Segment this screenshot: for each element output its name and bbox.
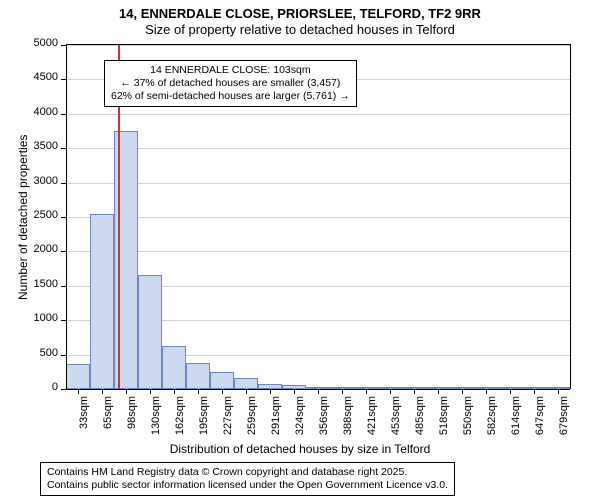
y-tick-label: 2000	[0, 243, 58, 255]
histogram-bar	[162, 346, 186, 389]
x-axis-line	[66, 389, 570, 390]
x-tick-label: 453sqm	[390, 396, 402, 446]
footer-line2: Contains public sector information licen…	[47, 479, 448, 492]
y-axis-line	[66, 45, 67, 389]
y-tick-label: 5000	[0, 37, 58, 49]
annotation-line2: ← 37% of detached houses are smaller (3,…	[111, 77, 350, 90]
histogram-bar	[66, 364, 90, 389]
x-tick-label: 324sqm	[294, 396, 306, 446]
y-tick-label: 1500	[0, 278, 58, 290]
x-tick-label: 195sqm	[198, 396, 210, 446]
x-tick-label: 679sqm	[558, 396, 570, 446]
x-tick-label: 98sqm	[126, 396, 138, 446]
x-tick-label: 388sqm	[342, 396, 354, 446]
x-tick-label: 259sqm	[246, 396, 258, 446]
gridline	[66, 148, 570, 149]
x-tick-label: 356sqm	[318, 396, 330, 446]
annotation-line3: 62% of semi-detached houses are larger (…	[111, 90, 350, 103]
gridline	[66, 45, 570, 46]
y-tick-label: 0	[0, 381, 58, 393]
x-tick-label: 614sqm	[510, 396, 522, 446]
x-tick-label: 485sqm	[414, 396, 426, 446]
histogram-bar	[234, 378, 258, 389]
x-tick-label: 518sqm	[438, 396, 450, 446]
y-tick-label: 3500	[0, 140, 58, 152]
x-tick-label: 130sqm	[150, 396, 162, 446]
x-tick-label: 550sqm	[462, 396, 474, 446]
y-tick-label: 500	[0, 347, 58, 359]
x-tick-label: 65sqm	[102, 396, 114, 446]
x-tick-label: 647sqm	[534, 396, 546, 446]
y-tick-label: 3000	[0, 175, 58, 187]
y-tick-label: 4000	[0, 106, 58, 118]
x-tick-label: 421sqm	[366, 396, 378, 446]
gridline	[66, 183, 570, 184]
x-tick-label: 582sqm	[486, 396, 498, 446]
annotation-box: 14 ENNERDALE CLOSE: 103sqm ← 37% of deta…	[104, 60, 357, 107]
gridline	[66, 251, 570, 252]
chart-container: 14, ENNERDALE CLOSE, PRIORSLEE, TELFORD,…	[0, 0, 600, 500]
y-tick-label: 2500	[0, 209, 58, 221]
x-tick-label: 291sqm	[270, 396, 282, 446]
histogram-bar	[90, 214, 114, 389]
x-tick-label: 33sqm	[78, 396, 90, 446]
chart-title-sub: Size of property relative to detached ho…	[0, 22, 600, 37]
footer-line1: Contains HM Land Registry data © Crown c…	[47, 466, 448, 479]
gridline	[66, 114, 570, 115]
annotation-line1: 14 ENNERDALE CLOSE: 103sqm	[111, 64, 350, 77]
footer-box: Contains HM Land Registry data © Crown c…	[40, 462, 455, 496]
histogram-bar	[210, 372, 234, 389]
histogram-bar	[186, 363, 210, 389]
y-tick-label: 1000	[0, 312, 58, 324]
gridline	[66, 217, 570, 218]
x-tick-label: 162sqm	[174, 396, 186, 446]
histogram-bar	[138, 275, 162, 389]
chart-title-main: 14, ENNERDALE CLOSE, PRIORSLEE, TELFORD,…	[0, 6, 600, 21]
y-tick-label: 4500	[0, 71, 58, 83]
x-tick-label: 227sqm	[222, 396, 234, 446]
